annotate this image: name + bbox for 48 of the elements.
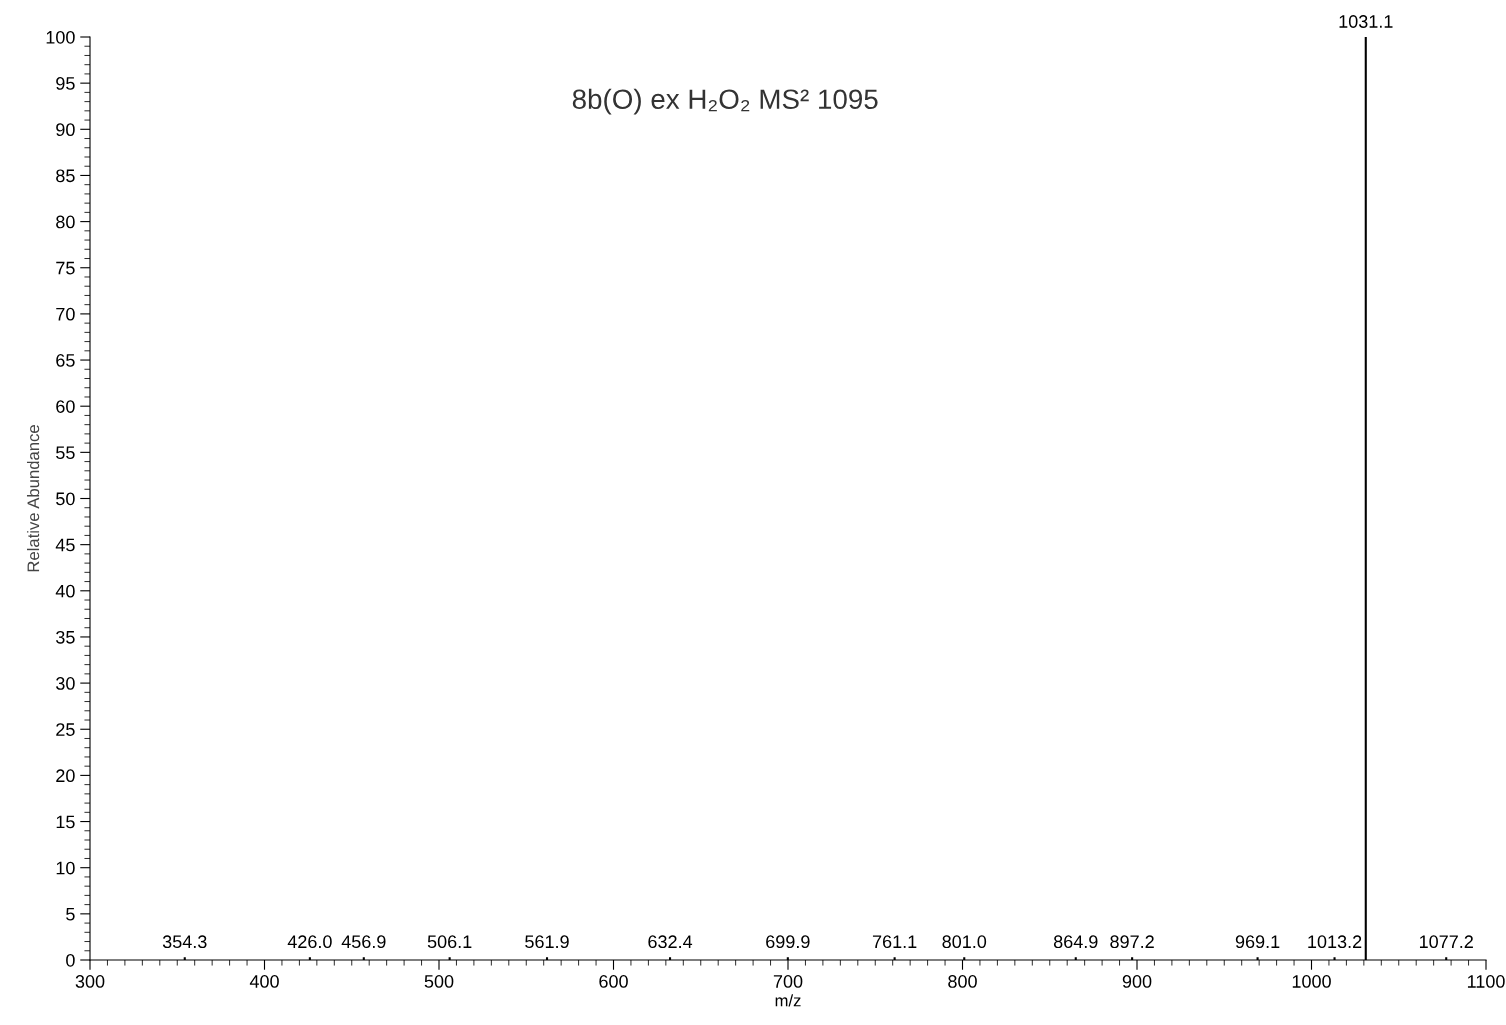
x-axis-title: m/z: [775, 994, 801, 1007]
y-tick-label: 70: [56, 307, 75, 321]
y-tick-label: 5: [66, 907, 75, 921]
y-tick-label: 95: [56, 77, 75, 90]
annotation: 561.9: [525, 935, 569, 949]
y-tick-label: 30: [56, 677, 75, 690]
x-tick-label: 1000: [1292, 975, 1331, 988]
y-tick-label: 80: [56, 215, 75, 229]
y-axis-title: Relative Abundance: [26, 425, 40, 572]
y-tick-label: 85: [56, 169, 75, 183]
y-tick-label: 45: [55, 538, 75, 552]
x-tick-label: 500: [424, 975, 454, 988]
annotation: 897.2: [1110, 935, 1154, 949]
y-tick-label: 10: [56, 861, 75, 875]
x-tick-label: 600: [599, 975, 628, 988]
y-tick-label: 90: [56, 123, 75, 137]
y-tick-label: 35: [56, 630, 75, 644]
annotation: 1013.2: [1308, 935, 1362, 949]
annotation: 632.4: [648, 935, 693, 949]
x-tick-label: 800: [948, 975, 977, 988]
y-tick-label: 75: [56, 261, 75, 275]
y-tick-label: 65: [56, 353, 75, 367]
annotation: 354.3: [162, 935, 207, 949]
annotation: 969.1: [1235, 935, 1280, 949]
y-tick-label: 55: [56, 446, 75, 460]
y-tick-label: 50: [56, 492, 75, 506]
annotation: 1031.1: [1339, 15, 1393, 28]
x-tick-label: 400: [249, 975, 279, 988]
y-tick-label: 20: [56, 769, 75, 783]
y-tick-label: 40: [55, 584, 75, 598]
annotation: 1077.2: [1419, 935, 1473, 949]
y-tick-label: 15: [56, 815, 75, 829]
y-tick-label: 60: [56, 400, 75, 413]
x-tick-label: 1100: [1467, 975, 1505, 988]
annotation: 699.9: [766, 935, 810, 949]
x-tick-label: 300: [75, 975, 105, 988]
y-tick-label: 100: [46, 30, 75, 44]
annotation: 506.1: [427, 935, 472, 949]
x-tick-label: 700: [773, 975, 803, 988]
annotation: 456.9: [341, 935, 386, 949]
y-tick-label: 25: [56, 723, 75, 736]
text: 8b(O) ex H₂O₂ MS² 1095: [572, 88, 878, 115]
x-tick-label: 900: [1122, 975, 1152, 988]
annotation: 426.0: [287, 935, 332, 949]
annotation: 801.0: [942, 935, 987, 949]
y-tick-label: 0: [66, 953, 75, 967]
annotation: 761.1: [872, 935, 917, 949]
annotation: 864.9: [1053, 935, 1098, 949]
